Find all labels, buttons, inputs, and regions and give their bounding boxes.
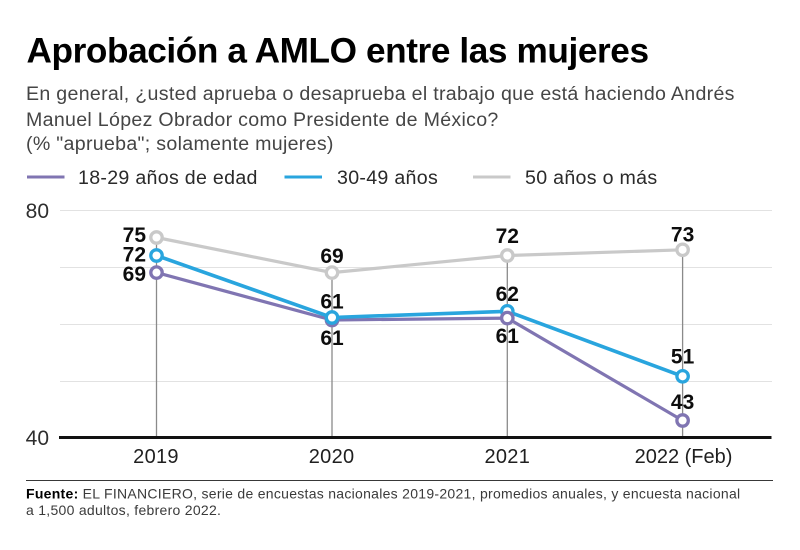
svg-text:61: 61 (320, 291, 344, 314)
svg-text:50 años o más: 50 años o más (525, 167, 657, 189)
svg-text:69: 69 (123, 263, 146, 286)
svg-text:Aprobación a AMLO entre las mu: Aprobación a AMLO entre las mujeres (27, 32, 649, 71)
svg-text:2020: 2020 (309, 446, 355, 468)
svg-text:18-29 años de edad: 18-29 años de edad (78, 167, 258, 189)
svg-text:2021: 2021 (484, 446, 530, 468)
svg-text:(% "aprueba"; solamente mujere: (% "aprueba"; solamente mujeres) (26, 133, 334, 155)
svg-text:72: 72 (496, 225, 519, 248)
svg-text:80: 80 (26, 200, 49, 223)
svg-text:2019: 2019 (133, 446, 179, 468)
svg-text:40: 40 (26, 427, 49, 450)
svg-text:61: 61 (496, 325, 520, 348)
svg-text:2022 (Feb): 2022 (Feb) (635, 446, 733, 468)
svg-text:43: 43 (671, 391, 694, 414)
svg-text:Manuel López Obrador como Pres: Manuel López Obrador como Presidente de … (26, 109, 499, 131)
svg-text:72: 72 (123, 244, 146, 267)
svg-text:51: 51 (671, 346, 695, 369)
svg-text:73: 73 (671, 224, 694, 247)
svg-text:30-49 años: 30-49 años (337, 167, 438, 189)
svg-text:75: 75 (123, 224, 147, 247)
svg-text:61: 61 (320, 327, 344, 350)
svg-text:62: 62 (496, 283, 519, 306)
svg-text:En general, ¿usted aprueba o d: En general, ¿usted aprueba o desaprueba … (26, 83, 735, 105)
svg-text:Fuente: EL FINANCIERO, serie d: Fuente: EL FINANCIERO, serie de encuesta… (26, 486, 740, 502)
svg-text:a 1,500 adultos, febrero 2022.: a 1,500 adultos, febrero 2022. (26, 502, 221, 518)
svg-text:69: 69 (320, 245, 343, 268)
